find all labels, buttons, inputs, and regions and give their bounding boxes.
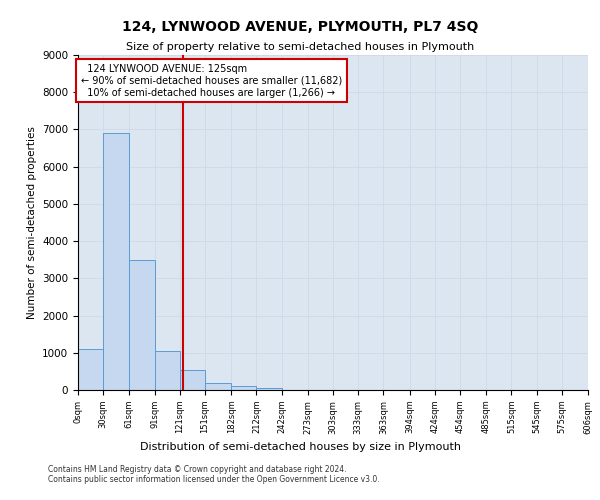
Text: Size of property relative to semi-detached houses in Plymouth: Size of property relative to semi-detach… xyxy=(126,42,474,52)
Y-axis label: Number of semi-detached properties: Number of semi-detached properties xyxy=(26,126,37,319)
Text: 124, LYNWOOD AVENUE, PLYMOUTH, PL7 4SQ: 124, LYNWOOD AVENUE, PLYMOUTH, PL7 4SQ xyxy=(122,20,478,34)
Bar xyxy=(205,382,231,390)
Bar xyxy=(231,386,256,390)
Bar xyxy=(78,349,103,390)
Bar xyxy=(130,260,155,390)
Text: 124 LYNWOOD AVENUE: 125sqm
← 90% of semi-detached houses are smaller (11,682)
  : 124 LYNWOOD AVENUE: 125sqm ← 90% of semi… xyxy=(80,64,342,98)
Bar xyxy=(256,388,281,390)
Text: Contains HM Land Registry data © Crown copyright and database right 2024.: Contains HM Land Registry data © Crown c… xyxy=(48,466,347,474)
Bar xyxy=(103,133,130,390)
Bar xyxy=(155,351,180,390)
Bar xyxy=(180,370,205,390)
Text: Contains public sector information licensed under the Open Government Licence v3: Contains public sector information licen… xyxy=(48,476,380,484)
Text: Distribution of semi-detached houses by size in Plymouth: Distribution of semi-detached houses by … xyxy=(139,442,461,452)
